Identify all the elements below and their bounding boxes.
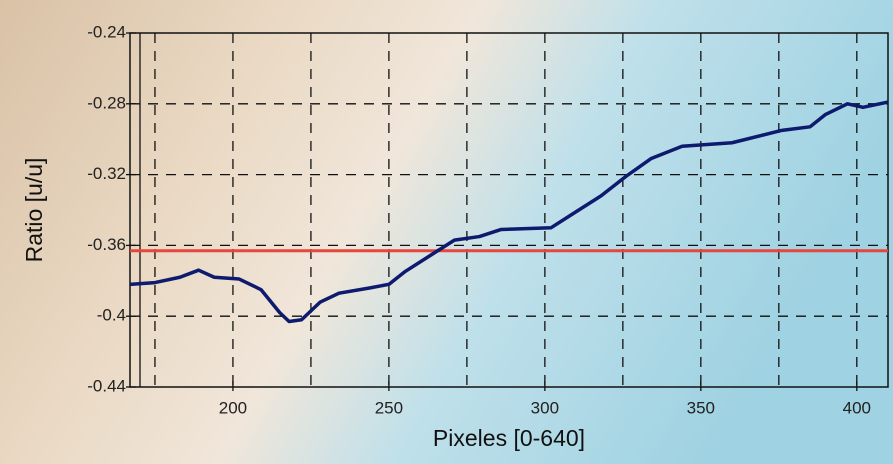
background [0, 0, 893, 464]
y-tick-label: -0.4 [97, 306, 126, 325]
x-axis-title: Pixeles [0-640] [433, 425, 585, 451]
y-tick-label: -0.36 [87, 235, 126, 254]
x-tick-label: 400 [843, 398, 871, 417]
y-tick-label: -0.32 [87, 164, 126, 183]
x-tick-label: 300 [531, 398, 559, 417]
y-tick-label: -0.28 [87, 93, 126, 112]
x-tick-label: 250 [375, 398, 403, 417]
x-tick-label: 200 [219, 398, 247, 417]
y-tick-label: -0.44 [87, 376, 126, 395]
y-tick-label: -0.24 [87, 22, 126, 41]
chart: Pixeles [0-640] Ratio [u/u] -0.44 -0.4 -0.… [0, 0, 893, 464]
x-tick-label: 350 [687, 398, 715, 417]
y-axis-title: Ratio [u/u] [21, 158, 47, 263]
